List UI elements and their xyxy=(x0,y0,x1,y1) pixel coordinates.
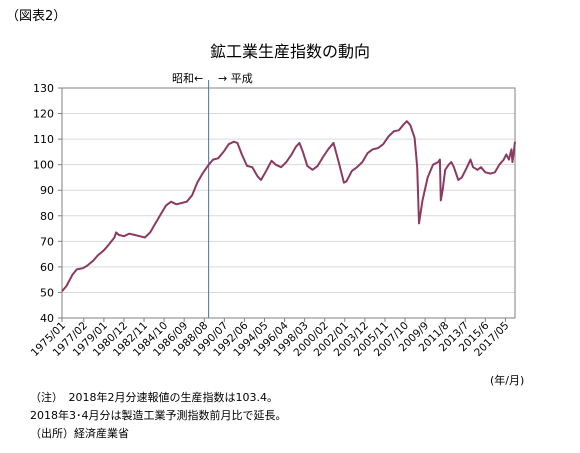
y-tick-label: 100 xyxy=(33,159,54,172)
note-source: （出所）経済産業省 xyxy=(30,427,129,440)
x-axis-unit: (年/月) xyxy=(490,374,525,387)
note-line-1: （注） 2018年2月分速報値の生産指数は103.4。 xyxy=(30,391,278,404)
y-tick-label: 50 xyxy=(40,286,54,299)
era-label-heisei: → 平成 xyxy=(218,72,253,85)
y-tick-label: 80 xyxy=(40,210,54,223)
note-line-2: 2018年3･4月分は製造工業予測指数前月比で延長。 xyxy=(30,409,287,422)
series-line-0 xyxy=(61,120,516,292)
y-tick-label: 130 xyxy=(33,82,54,95)
era-label-showa: 昭和← xyxy=(172,72,204,85)
y-tick-labels: 40 50 60 70 80 90 100 110 120 130 xyxy=(33,82,54,325)
y-tick-label: 120 xyxy=(33,108,54,121)
plot-area-border xyxy=(61,87,516,319)
axes xyxy=(58,80,516,322)
x-tick-labels: 1975/011977/021979/011980/121982/111984/… xyxy=(29,319,512,359)
gridlines xyxy=(62,87,515,319)
y-tick-label: 90 xyxy=(40,184,54,197)
y-tick-label: 40 xyxy=(40,312,54,325)
y-tick-label: 70 xyxy=(40,235,54,248)
y-tick-label: 110 xyxy=(33,133,54,146)
figure-label: （図表2） xyxy=(6,9,67,24)
series-layer xyxy=(61,120,516,292)
chart-title: 鉱工業生産指数の動向 xyxy=(209,42,370,61)
y-tick-label: 60 xyxy=(40,261,54,274)
